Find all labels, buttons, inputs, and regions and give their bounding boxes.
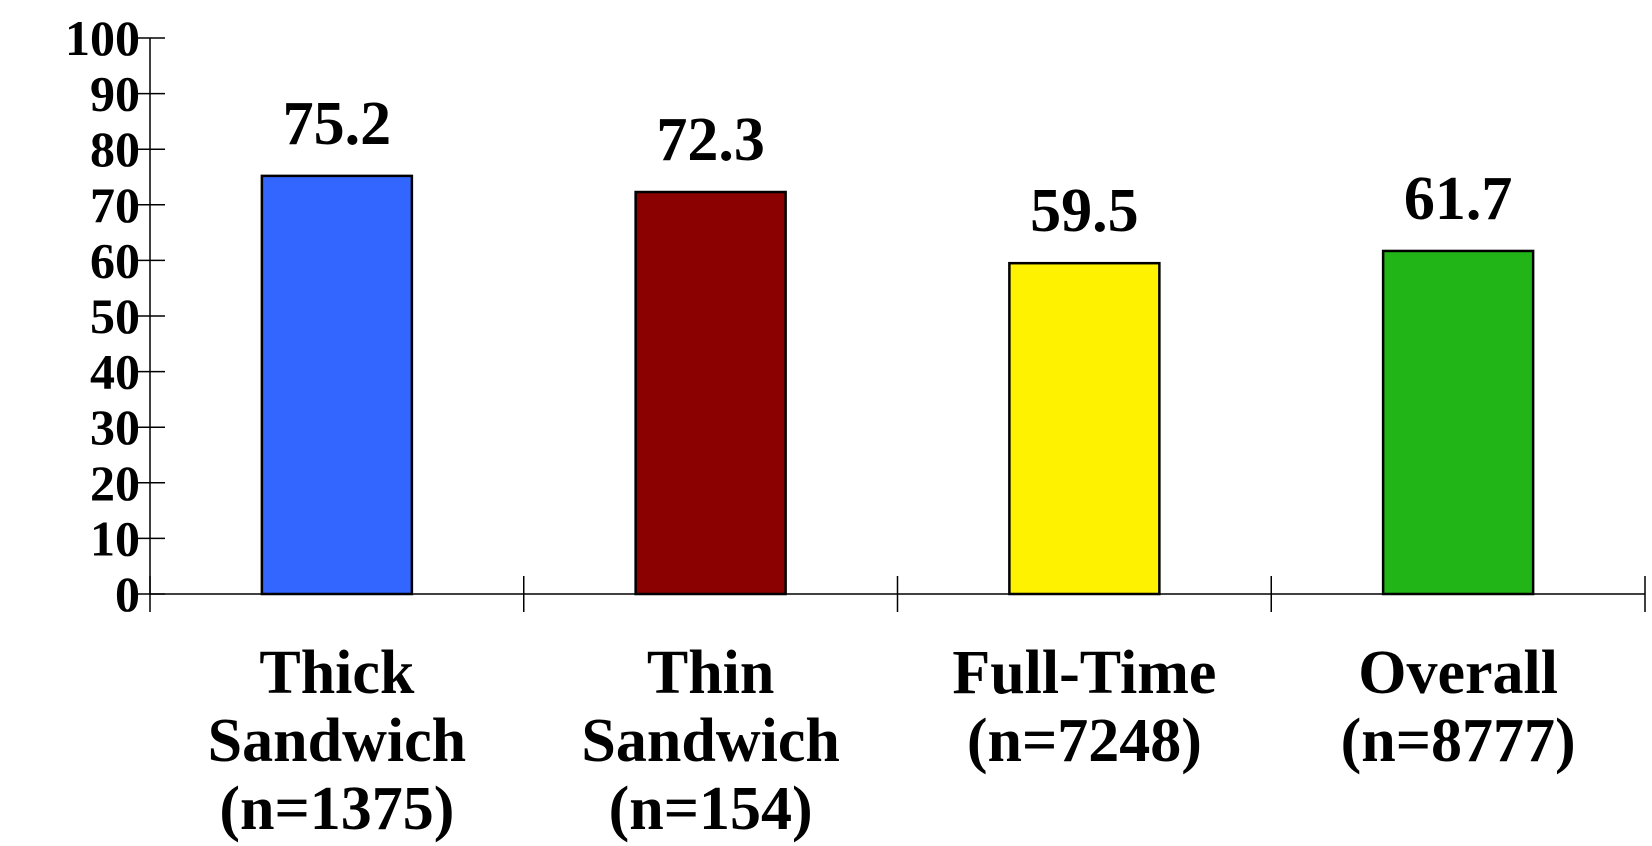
- category-labels: ThickSandwich(n=1375)ThinSandwich(n=154)…: [208, 639, 1576, 843]
- category-label-1-line-0: Thin: [647, 639, 775, 707]
- y-tick-label-60: 60: [90, 232, 140, 288]
- category-label-0-line-2: (n=1375): [219, 775, 454, 843]
- bars: [260, 174, 1535, 596]
- category-label-2-line-1: (n=7248): [967, 707, 1202, 775]
- value-label-3: 61.7: [1404, 165, 1513, 233]
- y-tick-label-30: 30: [90, 399, 140, 455]
- y-tick-label-10: 10: [90, 510, 140, 566]
- bar-3: [1381, 249, 1535, 596]
- category-label-3-line-0: Overall: [1358, 639, 1558, 707]
- value-labels: 75.2 72.3 59.5 61.7: [283, 90, 1513, 245]
- y-tick-label-100: 100: [65, 10, 140, 66]
- category-label-0-line-0: Thick: [259, 639, 415, 707]
- y-tick-label-80: 80: [90, 121, 140, 177]
- category-label-2: Full-Time(n=7248): [952, 639, 1216, 775]
- y-tick-label-0: 0: [115, 566, 140, 622]
- value-label-1: 72.3: [656, 106, 765, 174]
- bar-2: [1008, 261, 1161, 596]
- y-tick-label-20: 20: [90, 455, 140, 511]
- category-label-1-line-2: (n=154): [609, 775, 813, 843]
- y-tick-label-70: 70: [90, 177, 140, 233]
- category-label-3: Overall(n=8777): [1341, 639, 1576, 775]
- value-label-2: 59.5: [1030, 177, 1139, 245]
- y-tick-label-40: 40: [90, 344, 140, 400]
- bar-0: [260, 174, 414, 596]
- y-tick-label-90: 90: [90, 66, 140, 122]
- category-label-2-line-0: Full-Time: [952, 639, 1216, 707]
- category-label-0-line-1: Sandwich: [208, 707, 466, 775]
- bar-1: [634, 190, 787, 596]
- category-label-1-line-1: Sandwich: [581, 707, 839, 775]
- y-tick-label-50: 50: [90, 288, 140, 344]
- category-label-3-line-1: (n=8777): [1341, 707, 1576, 775]
- value-label-0: 75.2: [283, 90, 392, 158]
